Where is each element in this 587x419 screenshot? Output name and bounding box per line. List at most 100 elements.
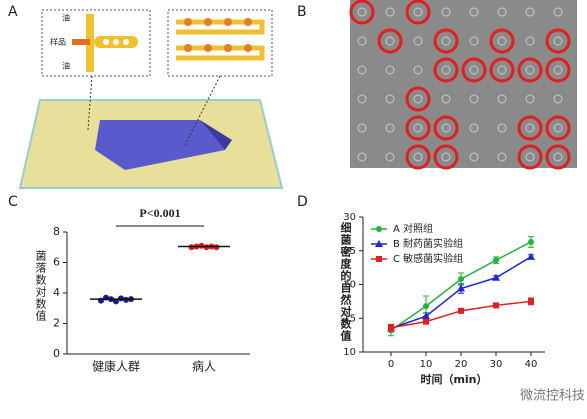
positive-marker xyxy=(489,57,515,83)
chamber xyxy=(357,36,367,46)
chamber xyxy=(525,7,535,17)
chamber xyxy=(357,65,367,75)
chamber xyxy=(357,152,367,162)
chamber xyxy=(553,123,563,133)
y-tick-label: 6 xyxy=(53,256,60,269)
positive-marker xyxy=(405,144,431,170)
chamber xyxy=(525,152,535,162)
chamber xyxy=(469,152,479,162)
chamber xyxy=(357,94,367,104)
y-axis-label: 菌落数对数值 xyxy=(34,250,47,322)
y-tick-label: 20 xyxy=(343,280,356,291)
marker xyxy=(492,273,500,281)
chamber xyxy=(441,65,451,75)
chamber xyxy=(413,65,423,75)
chamber xyxy=(413,152,423,162)
chamber xyxy=(497,65,507,75)
positive-marker xyxy=(349,0,375,25)
y-tick-label: 30 xyxy=(343,212,356,223)
positive-marker xyxy=(461,57,487,83)
marker xyxy=(458,276,464,283)
chamber xyxy=(441,36,451,46)
y-tick-label: 25 xyxy=(343,246,356,257)
positive-marker xyxy=(433,28,459,54)
marker xyxy=(376,256,382,262)
y-tick-label: 2 xyxy=(53,317,60,330)
chamber xyxy=(525,123,535,133)
positive-marker xyxy=(405,0,431,25)
marker xyxy=(457,284,465,292)
x-tick-label: 健康人群 xyxy=(92,359,140,374)
diagram-label: 油 xyxy=(62,61,70,71)
marker xyxy=(528,298,534,305)
y-tick-label: 4 xyxy=(53,286,60,299)
positive-marker xyxy=(489,28,515,54)
marker xyxy=(493,302,499,309)
chamber xyxy=(357,123,367,133)
x-tick-label: 20 xyxy=(455,359,468,370)
x-tick-label: 30 xyxy=(490,359,503,370)
x-axis-label: 时间（min） xyxy=(420,372,487,386)
chamber xyxy=(357,7,367,17)
chamber xyxy=(497,94,507,104)
marker xyxy=(493,257,499,264)
chamber xyxy=(441,152,451,162)
chamber xyxy=(497,123,507,133)
chamber xyxy=(385,123,395,133)
annotation: P<0.001 xyxy=(139,206,180,220)
x-tick-label: 0 xyxy=(388,359,394,370)
chamber xyxy=(413,36,423,46)
chamber xyxy=(497,7,507,17)
positive-marker xyxy=(545,28,571,54)
legend-label: A 对照组 xyxy=(393,222,433,235)
chamber xyxy=(441,123,451,133)
chamber xyxy=(553,36,563,46)
chamber xyxy=(413,7,423,17)
micrograph xyxy=(349,0,577,170)
data-point xyxy=(213,244,220,251)
chamber xyxy=(469,36,479,46)
x-tick-label: 40 xyxy=(525,359,538,370)
positive-marker xyxy=(517,144,543,170)
chamber xyxy=(553,7,563,17)
series-line xyxy=(390,300,532,329)
marker xyxy=(423,303,429,310)
chamber xyxy=(441,94,451,104)
marker xyxy=(527,252,535,260)
chamber xyxy=(469,123,479,133)
chamber xyxy=(553,152,563,162)
marker xyxy=(528,238,534,245)
positive-marker xyxy=(517,115,543,141)
y-tick-label: 15 xyxy=(343,313,356,324)
chamber xyxy=(497,36,507,46)
diagram-label: 样品 xyxy=(50,37,66,47)
chamber xyxy=(497,152,507,162)
chamber xyxy=(469,7,479,17)
chamber xyxy=(385,36,395,46)
legend-label: B 耐药菌实验组 xyxy=(393,237,463,250)
positive-marker xyxy=(433,115,459,141)
y-axis-label: 细菌密度的自然对数值 xyxy=(339,221,352,342)
chamber xyxy=(469,94,479,104)
panel-label: A xyxy=(8,4,18,20)
legend-label: C 敏感菌实验组 xyxy=(393,252,463,265)
marker xyxy=(423,318,429,325)
positive-marker xyxy=(545,144,571,170)
marker xyxy=(388,324,394,331)
positive-marker xyxy=(405,115,431,141)
x-tick-label: 10 xyxy=(420,359,433,370)
positive-marker xyxy=(433,57,459,83)
y-tick-label: 0 xyxy=(53,347,60,360)
y-tick-label: 8 xyxy=(53,225,60,238)
chamber xyxy=(525,65,535,75)
data-point xyxy=(113,298,119,305)
chamber xyxy=(469,65,479,75)
chamber xyxy=(413,123,423,133)
panel-label: D xyxy=(297,194,308,210)
chip-illustration xyxy=(18,9,284,189)
marker xyxy=(376,226,382,232)
chamber xyxy=(385,94,395,104)
positive-marker xyxy=(433,144,459,170)
chamber xyxy=(385,65,395,75)
